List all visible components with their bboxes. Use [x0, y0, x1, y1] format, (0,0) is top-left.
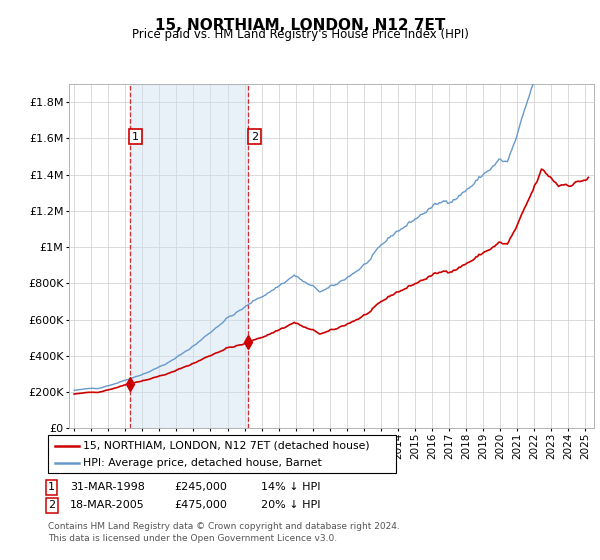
Text: 2: 2: [251, 132, 258, 142]
Text: £245,000: £245,000: [174, 482, 227, 492]
Text: 18-MAR-2005: 18-MAR-2005: [70, 500, 145, 510]
Text: 2: 2: [48, 500, 55, 510]
Text: 1: 1: [48, 482, 55, 492]
Text: HPI: Average price, detached house, Barnet: HPI: Average price, detached house, Barn…: [83, 458, 322, 468]
Text: 20% ↓ HPI: 20% ↓ HPI: [261, 500, 320, 510]
Text: 1: 1: [132, 132, 139, 142]
Text: Contains HM Land Registry data © Crown copyright and database right 2024.
This d: Contains HM Land Registry data © Crown c…: [48, 522, 400, 543]
Text: £475,000: £475,000: [174, 500, 227, 510]
Text: 15, NORTHIAM, LONDON, N12 7ET (detached house): 15, NORTHIAM, LONDON, N12 7ET (detached …: [83, 441, 370, 451]
Text: 31-MAR-1998: 31-MAR-1998: [70, 482, 145, 492]
Text: Price paid vs. HM Land Registry's House Price Index (HPI): Price paid vs. HM Land Registry's House …: [131, 28, 469, 41]
Text: 14% ↓ HPI: 14% ↓ HPI: [261, 482, 320, 492]
Text: 15, NORTHIAM, LONDON, N12 7ET: 15, NORTHIAM, LONDON, N12 7ET: [155, 18, 445, 33]
